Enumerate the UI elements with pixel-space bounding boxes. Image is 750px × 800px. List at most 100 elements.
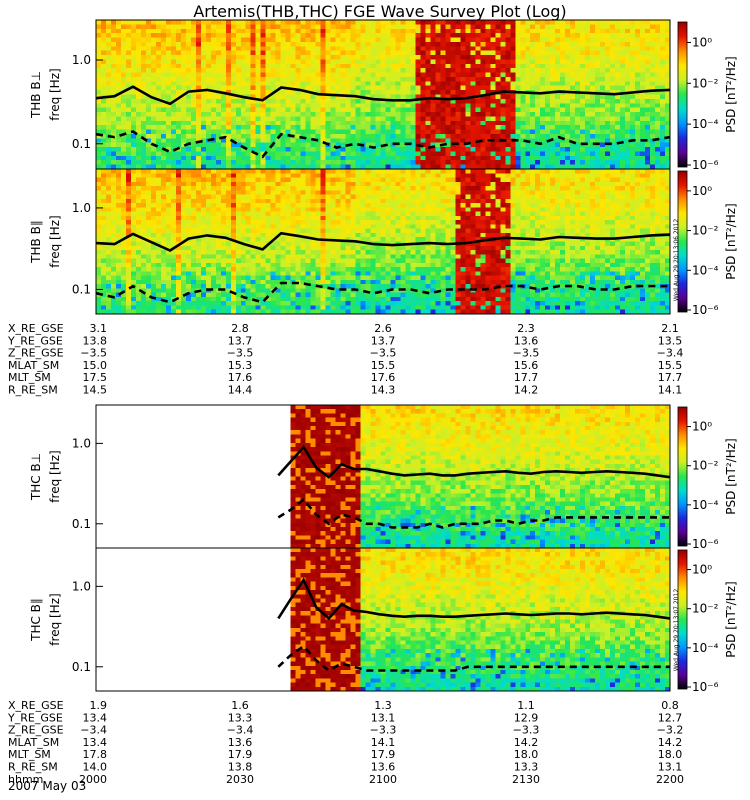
y-axis-label: freq [Hz] — [48, 593, 62, 645]
ephem-value: 17.9 — [371, 748, 396, 761]
colorbar-tick-label: 10⁻² — [692, 76, 719, 90]
ephem-value: 13.3 — [228, 711, 253, 724]
ephem-value: 1.9 — [90, 699, 108, 712]
ephem-value: −3.2 — [657, 724, 684, 737]
y-tick-label: 0.1 — [72, 282, 91, 296]
ephem-value: 17.8 — [83, 748, 108, 761]
ephem-value: 17.9 — [228, 748, 253, 761]
panel-name-thb-bpar: THB B∥ — [29, 220, 43, 264]
ephem-value: −3.4 — [227, 724, 254, 737]
ephem-value: 1.3 — [374, 699, 392, 712]
solid-line-thb-bpar — [95, 231, 671, 252]
ephem-value: 13.7 — [228, 334, 253, 347]
ephem-label: MLAT_SM — [8, 359, 59, 372]
ephem-value: −3.4 — [80, 724, 107, 737]
ephem-value: 17.6 — [228, 371, 253, 384]
ephem-value: 13.1 — [658, 761, 683, 774]
ephem-label: MLT_SM — [8, 371, 51, 384]
y-tick-label: 1.0 — [72, 436, 91, 450]
ephem-value: 14.2 — [514, 384, 539, 397]
colorbar-tick-label: 10⁻² — [692, 602, 719, 616]
ephem-value: 2.3 — [517, 322, 535, 335]
ephem-value: 17.5 — [83, 371, 108, 384]
ephem-value: 3.1 — [90, 322, 108, 335]
ephem-value: −3.5 — [80, 347, 107, 360]
ephem-value: 13.6 — [371, 761, 396, 774]
y-axis-label: freq [Hz] — [48, 215, 62, 267]
colorbar-label: PSD [nT²/Hz] — [724, 438, 738, 514]
ephem-value: 13.4 — [83, 736, 108, 749]
ephem-label: R_RE_SM — [8, 761, 58, 774]
panel-frame — [95, 547, 671, 692]
ephem-value: 15.6 — [514, 359, 539, 372]
ephem-label: Z_RE_GSE — [8, 347, 64, 360]
panel-thb-bpar: 1.0 0.1 THB B∥ freq [Hz] — [29, 168, 671, 315]
ephem-label: X_RE_GSE — [8, 699, 64, 712]
colorbar-tick-label: 10⁻² — [692, 224, 719, 238]
ephem-value: 14.4 — [228, 384, 253, 397]
colorbar-tick-label: 10⁻⁴ — [692, 641, 719, 655]
spectrogram-thc-bpar — [290, 548, 671, 692]
ephem-value: 13.3 — [514, 761, 539, 774]
ephem-value: 12.7 — [658, 711, 683, 724]
ephem-value: −3.5 — [513, 347, 540, 360]
ephem-value: 17.6 — [371, 371, 396, 384]
spectrogram-thc-bperp — [290, 405, 671, 549]
ephem-label: Y_RE_GSE — [7, 711, 63, 724]
ephem-value: 13.1 — [371, 711, 396, 724]
ephem-value: −3.4 — [657, 347, 684, 360]
y-axis-label: freq [Hz] — [48, 68, 62, 120]
chart-title: Artemis(THB,THC) FGE Wave Survey Plot (L… — [193, 2, 566, 21]
colorbar-label: PSD [nT²/Hz] — [724, 56, 738, 132]
ephem-value: 14.2 — [658, 736, 683, 749]
ephem-value: 15.0 — [83, 359, 108, 372]
ephem-value: 17.7 — [514, 371, 539, 384]
ephem-label: Y_RE_GSE — [7, 334, 63, 347]
panel-thb-bperp: 1.0 0.1 THB B⊥ freq [Hz] — [29, 19, 671, 170]
spectrogram-panels: 1.0 0.1 THB B⊥ freq [Hz] 1.0 0.1 THB B∥ freq [H… — [29, 19, 671, 692]
panel-name-thc-bpar: THC B∥ — [29, 598, 43, 642]
colorbar-tick-label: 10⁻⁶ — [692, 303, 719, 317]
panel-thc-bpar: 1.0 0.1 THC B∥ freq [Hz] — [29, 547, 671, 692]
ephem-value: 2200 — [656, 773, 684, 786]
panel-name-thb-bperp: THB B⊥ — [29, 71, 43, 119]
colorbar-tick-label: 10⁻⁶ — [692, 680, 719, 694]
ephem-value: 18.0 — [658, 748, 683, 761]
panel-thc-bperp: 1.0 0.1 THC B⊥ freq [Hz] — [29, 404, 671, 549]
spectrogram-thb-bperp — [96, 20, 671, 170]
ephem-value: −3.3 — [370, 724, 397, 737]
timestamp-stamp: Wed Aug 29 20:13:07 2012 — [673, 589, 680, 671]
ephem-value: 13.4 — [83, 711, 108, 724]
ephem-value: 13.6 — [228, 736, 253, 749]
ephem-value: 14.5 — [83, 384, 108, 397]
ephem-value: 14.0 — [83, 761, 108, 774]
ephem-value: 13.7 — [371, 334, 396, 347]
ephem-value: 1.6 — [231, 699, 249, 712]
ephem-label: Z_RE_GSE — [8, 724, 64, 737]
colorbar-3: 10⁰ 10⁻² 10⁻⁴ 10⁻⁶ PSD [nT²/Hz] — [677, 549, 738, 694]
y-tick-label: 0.1 — [72, 660, 91, 674]
y-tick-label: 1.0 — [72, 201, 91, 215]
colorbar-tick-label: 10⁰ — [692, 563, 712, 577]
ephem-value: 15.3 — [228, 359, 253, 372]
colorbar-tick-label: 10⁻⁴ — [692, 117, 719, 131]
ephem-value: 17.7 — [658, 371, 683, 384]
ephem-value: 15.5 — [371, 359, 396, 372]
colorbar-tick-label: 10⁰ — [692, 420, 712, 434]
solid-line-thc-bpar — [277, 577, 671, 621]
colorbar-tick-label: 10⁻⁴ — [692, 498, 719, 512]
ephem-value: 13.5 — [658, 334, 683, 347]
ephem-value: 2.6 — [374, 322, 392, 335]
ephem-value: 0.8 — [661, 699, 679, 712]
ephem-label: X_RE_GSE — [8, 322, 64, 335]
y-tick-label: 1.0 — [72, 53, 91, 67]
colorbar-0: 10⁰ 10⁻² 10⁻⁴ 10⁻⁶ PSD [nT²/Hz] — [677, 21, 738, 172]
colorbar-label: PSD [nT²/Hz] — [724, 581, 738, 657]
y-axis-label: freq [Hz] — [48, 450, 62, 502]
ephem-value: 2.1 — [661, 322, 679, 335]
ephemeris-tables: X_RE_GSE 3.1 2.8 2.6 2.3 2.1 Y_RE_GSE 13.8 13.7 1… — [7, 322, 684, 786]
ephem-value: 14.2 — [514, 736, 539, 749]
ephem-label: hhmm — [8, 773, 43, 786]
